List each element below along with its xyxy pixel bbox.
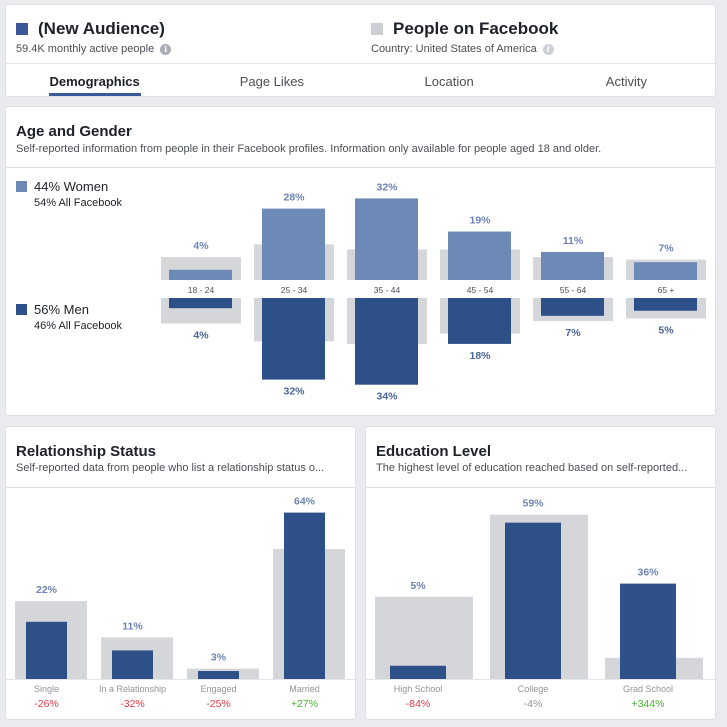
age-tick-label-65: 65 + — [658, 285, 675, 295]
tab-demographics[interactable]: Demographics — [6, 64, 183, 98]
men-legend: 56% Men 46% All Facebook — [16, 302, 122, 332]
tab-location[interactable]: Location — [424, 74, 474, 89]
women-bar-65 — [634, 262, 697, 280]
value-bar-high-school — [390, 665, 446, 679]
value-bar-engaged — [198, 671, 239, 679]
age-axis-band — [159, 280, 715, 298]
men-value-label-55-64: 7% — [565, 327, 581, 339]
audience-header-card: (New Audience) 59.4K monthly active peop… — [5, 4, 716, 97]
age-tick-label-45-54: 45 - 54 — [467, 285, 494, 295]
category-label-high-school: High School — [394, 684, 443, 694]
divider — [6, 167, 715, 168]
women-share: 44% Women — [34, 179, 109, 194]
women-bar-45-54 — [448, 231, 511, 280]
category-label-grad-school: Grad School — [623, 684, 673, 694]
category-label-single: Single — [34, 684, 59, 694]
men-bar-45-54 — [448, 298, 511, 344]
tab-bar: Demographics Page Likes Location Activit… — [6, 63, 715, 98]
education-title: Education Level — [376, 443, 492, 460]
value-label-engaged: 3% — [211, 652, 227, 664]
men-bar-18-24 — [169, 298, 232, 309]
audience-color-swatch — [16, 23, 28, 35]
category-label-engaged: Engaged — [200, 684, 236, 694]
education-card: Education Level The highest level of edu… — [365, 426, 716, 720]
change-label-married: +27% — [291, 698, 318, 710]
women-bar-18-24 — [169, 269, 232, 280]
change-label-single: -26% — [34, 698, 59, 710]
baseline-subtitle: Country: United States of America — [371, 43, 537, 55]
value-label-in-a-relationship: 11% — [122, 620, 143, 632]
baseline-bar-high-school — [375, 596, 473, 679]
change-label-in-a-relationship: -32% — [120, 698, 145, 710]
men-bar-25-34 — [262, 298, 325, 380]
relationship-chart: 22% Single -26% 11% In a Relationship -32% 3% E… — [6, 496, 355, 710]
baseline-color-swatch — [371, 23, 383, 35]
category-label-college: College — [518, 684, 549, 694]
men-value-label-65: 5% — [658, 324, 674, 336]
info-icon[interactable]: i — [542, 43, 554, 55]
men-bar-35-44 — [355, 298, 418, 385]
age-gender-card: Age and Gender Self-reported information… — [5, 106, 716, 416]
men-all-facebook: 46% All Facebook — [34, 320, 123, 332]
tab-activity[interactable]: Activity — [605, 74, 647, 89]
audience-summary: (New Audience) 59.4K monthly active peop… — [16, 19, 172, 55]
age-tick-label-25-34: 25 - 34 — [281, 285, 308, 295]
men-value-label-35-44: 34% — [376, 391, 398, 403]
value-label-single: 22% — [36, 584, 58, 596]
age-tick-label-18-24: 18 - 24 — [188, 285, 215, 295]
age-gender-title: Age and Gender — [16, 123, 132, 140]
women-bar-55-64 — [541, 251, 604, 280]
men-swatch — [16, 304, 27, 315]
audience-title: (New Audience) — [38, 19, 165, 38]
value-bar-grad-school — [620, 583, 676, 679]
value-bar-college — [505, 522, 561, 679]
category-label-married: Married — [289, 684, 320, 694]
age-tick-label-55-64: 55 - 64 — [560, 285, 587, 295]
category-label-in-a-relationship: In a Relationship — [99, 684, 166, 694]
education-chart: 5% High School -84% 59% College -4% 36% Grad Sc… — [366, 498, 715, 710]
men-bar-55-64 — [541, 298, 604, 316]
audience-subtitle: 59.4K monthly active people — [16, 43, 155, 55]
value-label-married: 64% — [294, 496, 316, 508]
women-value-label-18-24: 4% — [193, 240, 209, 252]
women-swatch — [16, 181, 27, 192]
men-value-label-25-34: 32% — [283, 386, 305, 398]
value-label-grad-school: 36% — [637, 567, 659, 579]
change-label-engaged: -25% — [206, 698, 231, 710]
women-value-label-25-34: 28% — [283, 192, 305, 204]
women-value-label-45-54: 19% — [469, 215, 491, 227]
info-icon[interactable]: i — [160, 43, 172, 55]
change-label-grad-school: +344% — [632, 698, 665, 710]
men-value-label-45-54: 18% — [469, 350, 491, 362]
women-all-facebook: 54% All Facebook — [34, 197, 123, 209]
value-label-college: 59% — [522, 498, 544, 510]
men-bar-65 — [634, 298, 697, 311]
relationship-card: Relationship Status Self-reported data f… — [5, 426, 356, 720]
value-bar-in-a-relationship — [112, 650, 153, 679]
relationship-title: Relationship Status — [16, 443, 157, 460]
change-label-college: -4% — [524, 698, 543, 710]
women-value-label-55-64: 11% — [563, 235, 584, 247]
change-label-high-school: -84% — [406, 698, 431, 710]
divider — [366, 487, 715, 488]
women-bar-25-34 — [262, 208, 325, 280]
men-value-label-18-24: 4% — [193, 330, 209, 342]
women-legend: 44% Women 54% All Facebook — [16, 179, 122, 209]
baseline-summary: People on Facebook Country: United State… — [371, 19, 558, 55]
women-value-label-65: 7% — [658, 243, 674, 255]
men-share: 56% Men — [34, 302, 89, 317]
divider — [6, 487, 355, 488]
women-bar-35-44 — [355, 198, 418, 280]
baseline-title: People on Facebook — [393, 19, 559, 38]
value-bar-married — [284, 512, 325, 679]
value-bar-single — [26, 621, 67, 679]
age-gender-chart: 4% 4% 28% 32% 32% 34% 19% 18% 11% 7% 7% 5% 18 - 24 25… — [159, 181, 715, 403]
age-tick-label-35-44: 35 - 44 — [374, 285, 401, 295]
tab-page-likes[interactable]: Page Likes — [239, 74, 305, 89]
value-label-high-school: 5% — [410, 580, 426, 592]
women-value-label-35-44: 32% — [376, 181, 398, 193]
